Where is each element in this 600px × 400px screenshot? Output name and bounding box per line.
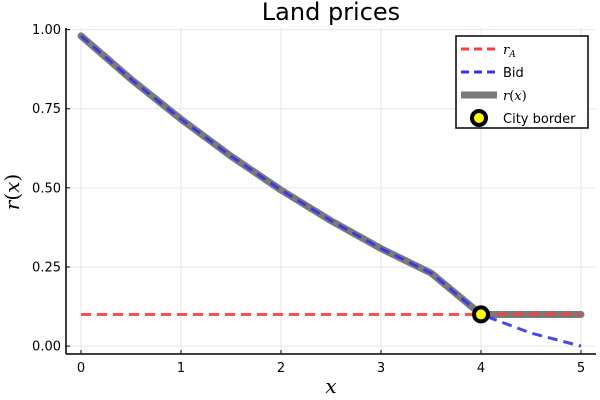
legend-label-r: r(x) (503, 89, 527, 104)
y-axis-label-arg: x (0, 182, 24, 193)
legend-label-ra-sub: A (508, 50, 516, 60)
legend-label-ra: rA (503, 43, 516, 60)
city-border-point (472, 305, 490, 324)
x-tick-label-1: 1 (177, 361, 185, 376)
x-tick-label-4: 4 (477, 361, 485, 376)
x-ticks: 0 1 2 3 4 5 (77, 350, 585, 376)
legend-label-r-open-paren: ( (509, 89, 514, 104)
series-layer (77, 32, 585, 348)
y-tick-label-3: 0.75 (32, 102, 61, 117)
y-tick-label-2: 0.50 (32, 181, 61, 196)
x-tick-label-2: 2 (277, 361, 285, 376)
legend-label-city-border: City border (503, 112, 576, 127)
axes (65, 28, 596, 355)
x-tick-label-0: 0 (77, 361, 85, 376)
y-axis-label-open-paren: ( (0, 193, 24, 201)
y-ticks: 0.00 0.25 0.50 0.75 1.00 (32, 23, 70, 355)
x-axis-label: x (325, 374, 336, 398)
x-tick-label-5: 5 (577, 361, 585, 376)
y-axis-label-close-paren: ) (0, 174, 24, 182)
y-axis-label: r(x) (0, 174, 24, 210)
series-bid-line (80, 34, 582, 348)
y-tick-label-1: 0.25 (32, 260, 61, 275)
legend-label-ra-base: r (503, 43, 510, 58)
y-tick-label-0: 0.00 (32, 340, 61, 355)
x-tick-label-3: 3 (377, 361, 385, 376)
legend-label-r-arg: x (514, 89, 522, 104)
legend-label-r-base: r (503, 89, 510, 104)
legend-label-r-close-paren: ) (522, 89, 527, 104)
y-axis-label-base: r (0, 199, 24, 210)
legend-swatch-city-border (470, 109, 488, 127)
y-tick-label-4: 1.00 (32, 23, 61, 38)
chart-title: Land prices (262, 0, 400, 26)
legend-label-bid: Bid (503, 66, 524, 81)
